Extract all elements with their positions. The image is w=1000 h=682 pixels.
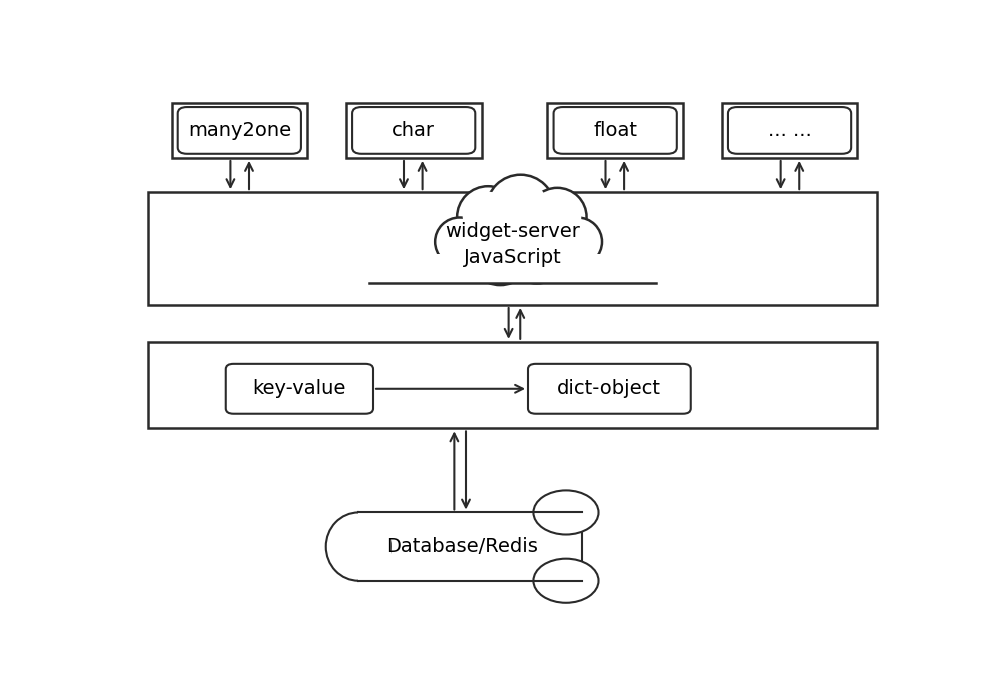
Ellipse shape (506, 222, 568, 284)
Bar (352, 512, 582, 581)
Bar (547, 103, 683, 158)
Ellipse shape (486, 175, 555, 243)
Text: Database/Redis: Database/Redis (386, 537, 538, 556)
Bar (346, 103, 482, 158)
Ellipse shape (493, 181, 549, 237)
Text: widget-server
JavaScript: widget-server JavaScript (445, 222, 580, 267)
FancyBboxPatch shape (728, 107, 851, 153)
Bar (148, 192, 877, 305)
FancyBboxPatch shape (554, 107, 677, 153)
Ellipse shape (553, 218, 602, 266)
Text: ... ...: ... ... (768, 121, 811, 140)
Ellipse shape (474, 226, 527, 280)
Bar (369, 254, 656, 283)
FancyBboxPatch shape (352, 107, 475, 153)
Ellipse shape (533, 490, 599, 535)
Text: key-value: key-value (253, 379, 346, 398)
FancyBboxPatch shape (226, 364, 373, 414)
Bar (358, 512, 391, 581)
Ellipse shape (558, 222, 598, 262)
Ellipse shape (440, 222, 480, 262)
Bar (722, 103, 857, 158)
Text: many2one: many2one (188, 121, 291, 140)
Ellipse shape (533, 559, 599, 603)
Ellipse shape (326, 512, 391, 581)
Ellipse shape (463, 192, 513, 242)
Text: dict-object: dict-object (557, 379, 661, 398)
Ellipse shape (468, 220, 533, 285)
Ellipse shape (512, 228, 562, 278)
FancyBboxPatch shape (178, 107, 301, 153)
Bar (172, 103, 307, 158)
Bar (148, 342, 877, 428)
Text: float: float (593, 121, 637, 140)
Ellipse shape (533, 193, 581, 241)
Ellipse shape (435, 218, 484, 266)
Ellipse shape (457, 186, 519, 248)
FancyBboxPatch shape (528, 364, 691, 414)
Ellipse shape (528, 188, 587, 246)
Text: char: char (392, 121, 435, 140)
